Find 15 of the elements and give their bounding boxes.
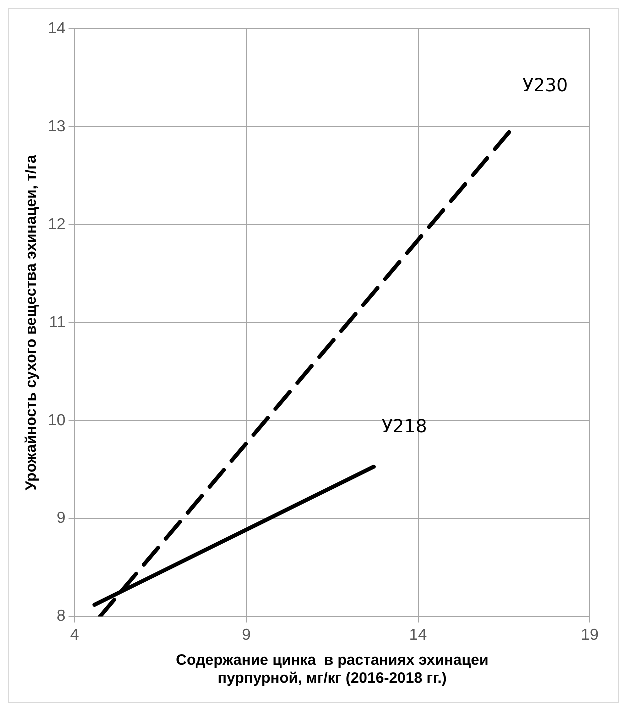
y-tick-label: 9 <box>56 510 66 528</box>
y-tick-label: 11 <box>49 314 66 332</box>
x-tick-label: 9 <box>242 626 252 644</box>
y-tick-label: 14 <box>48 20 66 38</box>
y-tick-label: 13 <box>48 118 66 136</box>
x-tick-label: 14 <box>409 626 428 644</box>
x-axis-title: Содержание цинка в растаниях эхинацеи пурпурной, мг/кг (2016-2018 гг.) <box>176 652 489 688</box>
y-tick-label: 10 <box>48 412 66 430</box>
x-tick-label: 4 <box>70 626 80 644</box>
x-tick-label: 19 <box>581 626 599 644</box>
y-tick-label: 12 <box>48 216 66 234</box>
series-label: У218 <box>382 416 428 438</box>
y-axis-title: Урожайность сухого вещества эхинацеи, т/га <box>23 154 40 491</box>
series-label: У230 <box>522 76 568 97</box>
y-tick-label: 8 <box>56 608 66 626</box>
